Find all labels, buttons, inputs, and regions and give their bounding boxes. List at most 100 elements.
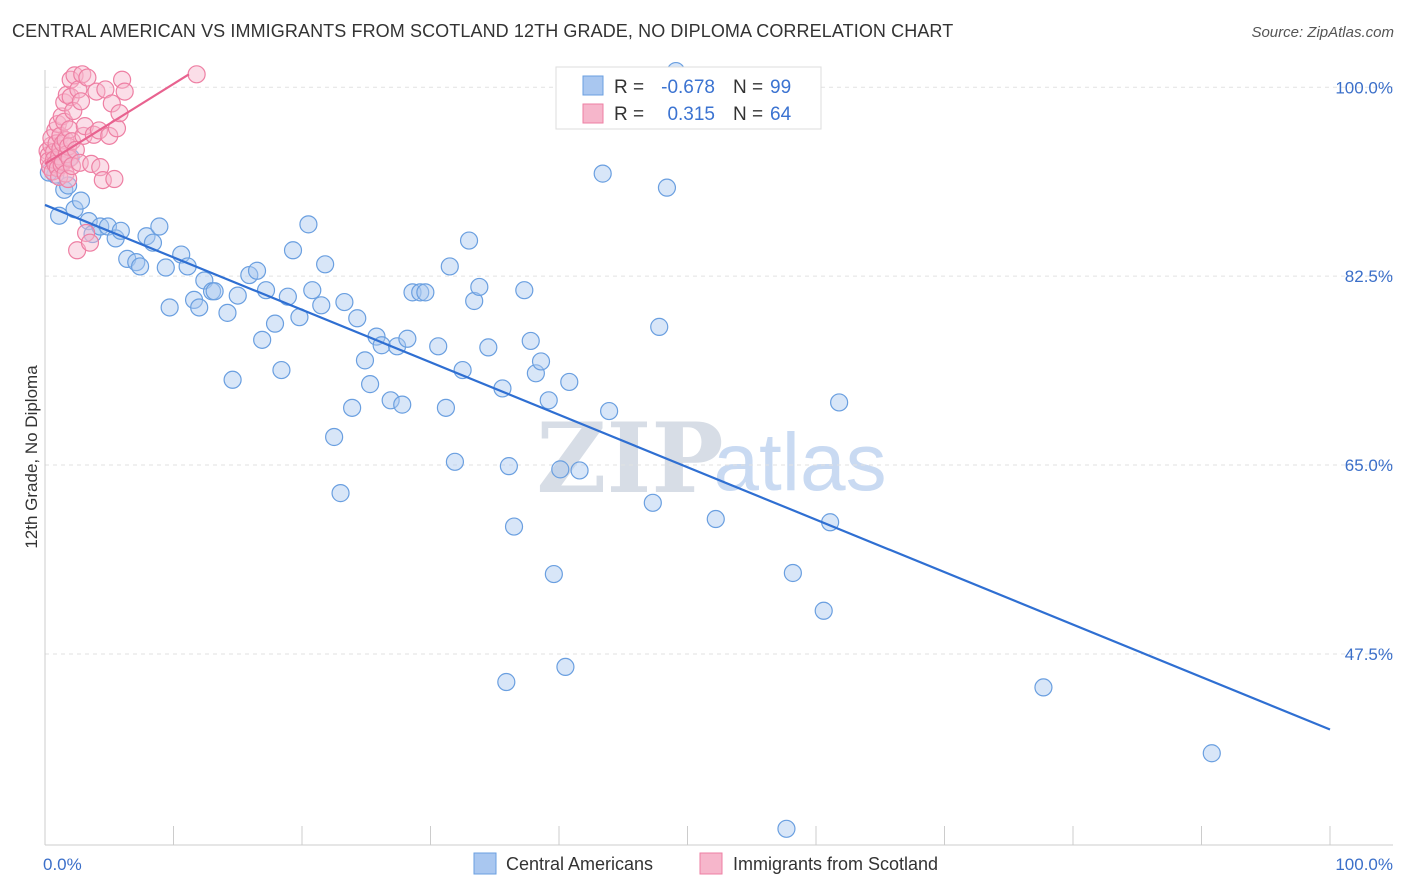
data-point-0-45 — [335, 292, 354, 312]
data-point-0-26 — [205, 282, 224, 301]
data-point-0-46 — [343, 398, 362, 417]
data-point-0-72 — [515, 281, 534, 300]
data-point-0-15 — [137, 227, 156, 246]
legend-label-central-americans: Central Americans — [506, 854, 653, 874]
data-point-1-62 — [115, 82, 134, 101]
data-point-0-88 — [706, 509, 725, 529]
data-point-0-23 — [190, 298, 209, 317]
data-point-0-60 — [436, 398, 456, 417]
data-point-0-31 — [247, 261, 267, 280]
y-tick-labels: 47.5% 65.0% 82.5% 100.0% — [1335, 78, 1393, 664]
x-tick-labels: 0.0% 100.0% — [43, 855, 1393, 874]
data-point-0-67 — [479, 338, 498, 357]
data-point-1-42 — [71, 92, 91, 111]
data-point-0-49 — [361, 375, 380, 394]
data-point-0-86 — [657, 178, 677, 197]
data-point-0-54 — [393, 395, 412, 414]
data-point-1-56 — [100, 126, 119, 145]
data-point-0-95 — [1202, 744, 1221, 763]
data-point-0-77 — [544, 564, 563, 584]
data-point-0-47 — [348, 309, 367, 328]
data-point-0-55 — [398, 329, 417, 348]
chart-title: CENTRAL AMERICAN VS IMMIGRANTS FROM SCOT… — [12, 21, 954, 41]
data-point-0-14 — [130, 257, 150, 276]
data-point-0-66 — [470, 277, 489, 297]
data-point-0-65 — [465, 291, 484, 311]
data-point-0-83 — [600, 401, 619, 421]
data-point-0-58 — [416, 283, 435, 302]
data-point-0-56 — [403, 283, 422, 302]
data-point-1-36 — [64, 101, 83, 121]
data-point-0-43 — [325, 427, 344, 447]
data-point-1-43 — [73, 65, 92, 84]
data-point-0-28 — [223, 370, 242, 389]
data-point-0-81 — [570, 461, 589, 480]
data-point-0-82 — [593, 164, 612, 183]
legend-swatch-immigrants-from-scotland — [699, 852, 723, 875]
data-point-0-91 — [814, 601, 833, 620]
data-point-0-73 — [521, 331, 540, 351]
data-point-0-84 — [643, 493, 662, 512]
trend-line-1 — [44, 73, 190, 165]
data-point-0-34 — [265, 314, 285, 333]
x-tick-label-1: 100.0% — [1335, 855, 1393, 874]
data-point-0-32 — [253, 330, 272, 349]
watermark-zip: ZIP — [536, 402, 723, 515]
data-point-1-46 — [77, 223, 96, 243]
y-tick-label-1: 65.0% — [1345, 456, 1393, 475]
data-point-0-29 — [228, 286, 247, 305]
data-point-0-18 — [156, 258, 175, 277]
stats-legend-box: R = -0.678 N = 99 R = 0.315 N = 64 — [555, 66, 822, 130]
data-point-0-94 — [1034, 678, 1053, 697]
stats-r-value-0: -0.678 — [661, 77, 715, 98]
data-point-0-70 — [499, 457, 518, 476]
stats-n-label-1: N = — [733, 104, 763, 125]
data-point-0-59 — [429, 337, 448, 356]
data-point-0-27 — [218, 303, 237, 322]
y-tick-label-0: 47.5% — [1345, 645, 1393, 664]
data-point-0-78 — [551, 460, 570, 479]
trend-line-0 — [44, 203, 1331, 731]
bottom-legend: Central Americans Immigrants from Scotla… — [473, 852, 938, 875]
data-point-0-40 — [303, 281, 322, 300]
stats-r-label-1: R = — [614, 104, 644, 125]
data-point-0-39 — [299, 215, 318, 234]
y-tick-label-2: 82.5% — [1345, 267, 1393, 286]
axes — [44, 70, 1393, 846]
y-tick-label-3: 100.0% — [1335, 78, 1393, 97]
data-point-1-58 — [105, 169, 124, 189]
stats-n-value-0: 99 — [770, 77, 791, 98]
data-point-0-37 — [283, 241, 303, 260]
stats-n-value-1: 64 — [770, 104, 792, 125]
data-point-0-44 — [331, 484, 350, 503]
data-point-0-41 — [312, 296, 331, 315]
watermark: ZIP atlas — [536, 402, 886, 515]
y-axis-title: 12th Grade, No Diploma — [22, 365, 41, 549]
data-point-1-61 — [112, 70, 132, 89]
series-immigrants-from-scotland — [38, 65, 206, 260]
data-point-0-5 — [71, 191, 91, 210]
data-point-0-75 — [531, 352, 551, 371]
series-central-americans — [39, 61, 1221, 838]
stats-r-value-1: 0.315 — [667, 104, 715, 125]
stats-swatch-central-americans — [582, 75, 604, 96]
data-point-0-62 — [445, 452, 465, 471]
legend-label-immigrants-from-scotland: Immigrants from Scotland — [733, 854, 938, 874]
data-point-0-76 — [539, 391, 558, 410]
data-point-0-57 — [411, 283, 430, 302]
data-point-0-61 — [440, 257, 459, 276]
data-point-0-35 — [272, 360, 291, 380]
data-point-0-42 — [316, 255, 335, 274]
data-point-1-48 — [80, 233, 100, 252]
data-point-1-63 — [187, 65, 206, 84]
data-point-0-48 — [355, 351, 375, 370]
data-point-0-93 — [830, 393, 849, 412]
data-point-0-64 — [459, 231, 479, 250]
data-point-1-47 — [78, 68, 97, 87]
data-point-0-17 — [150, 217, 169, 236]
data-point-0-74 — [526, 364, 545, 383]
data-point-1-57 — [102, 94, 121, 113]
data-point-0-85 — [650, 317, 669, 336]
data-point-0-71 — [504, 517, 524, 536]
